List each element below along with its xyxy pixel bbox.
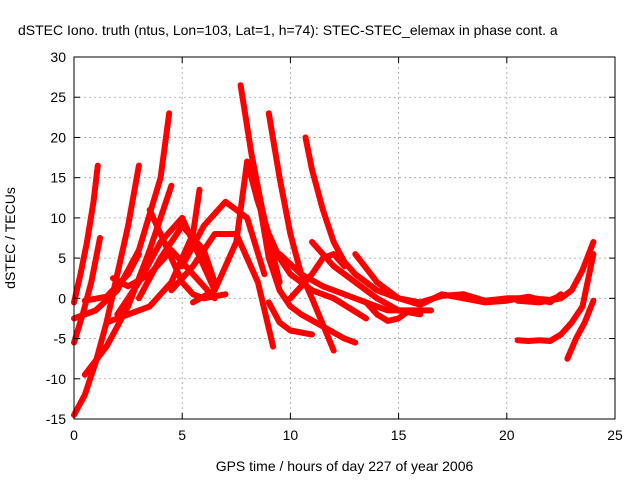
- series-12: [168, 231, 277, 350]
- series-1: [71, 162, 101, 306]
- chart-title: dSTEC Iono. truth (ntus, Lon=103, Lat=1,…: [18, 22, 558, 38]
- y-tick-label: 15: [50, 170, 66, 186]
- series-18: [244, 158, 370, 322]
- y-tick-label: 30: [50, 49, 66, 65]
- series-17: [265, 110, 337, 354]
- y-tick-label: 5: [58, 250, 66, 266]
- plot-frame: [73, 56, 616, 420]
- series-7: [103, 186, 203, 326]
- y-tick-label: 20: [50, 129, 66, 145]
- y-tick-label: 10: [50, 210, 66, 226]
- x-tick-labels: 0 5 10 15 20 25: [70, 427, 623, 443]
- y-tick-label: 0: [58, 290, 66, 306]
- y-tick-labels: -15 -10 -5 0 5 10 15 20 25 30: [46, 49, 66, 427]
- series-24: [352, 251, 564, 308]
- y-tick-label: -5: [54, 331, 67, 347]
- x-tick-label: 25: [607, 427, 623, 443]
- x-tick-label: 5: [178, 427, 186, 443]
- series-28: [564, 297, 597, 362]
- series-23: [309, 239, 424, 318]
- series-26: [514, 251, 597, 344]
- x-axis-label: GPS time / hours of day 227 of year 2006: [216, 458, 474, 474]
- series-21: [265, 299, 315, 338]
- x-tick-label: 20: [499, 427, 515, 443]
- y-tick-label: -10: [46, 371, 66, 387]
- axis-ticks: [73, 56, 616, 420]
- series-16: [254, 190, 359, 346]
- x-tick-label: 10: [283, 427, 299, 443]
- series-10: [135, 222, 218, 302]
- y-tick-label: -15: [46, 411, 66, 427]
- data-series: [71, 82, 597, 418]
- series-27: [514, 239, 597, 306]
- series-6: [81, 251, 142, 304]
- x-tick-label: 15: [391, 427, 407, 443]
- series-13: [179, 198, 268, 278]
- y-axis-label: dSTEC / TECUs: [2, 187, 18, 289]
- x-tick-label: 0: [70, 427, 78, 443]
- series-19: [302, 134, 564, 306]
- series-9: [114, 214, 218, 318]
- series-25: [363, 299, 413, 324]
- y-tick-label: 25: [50, 89, 66, 105]
